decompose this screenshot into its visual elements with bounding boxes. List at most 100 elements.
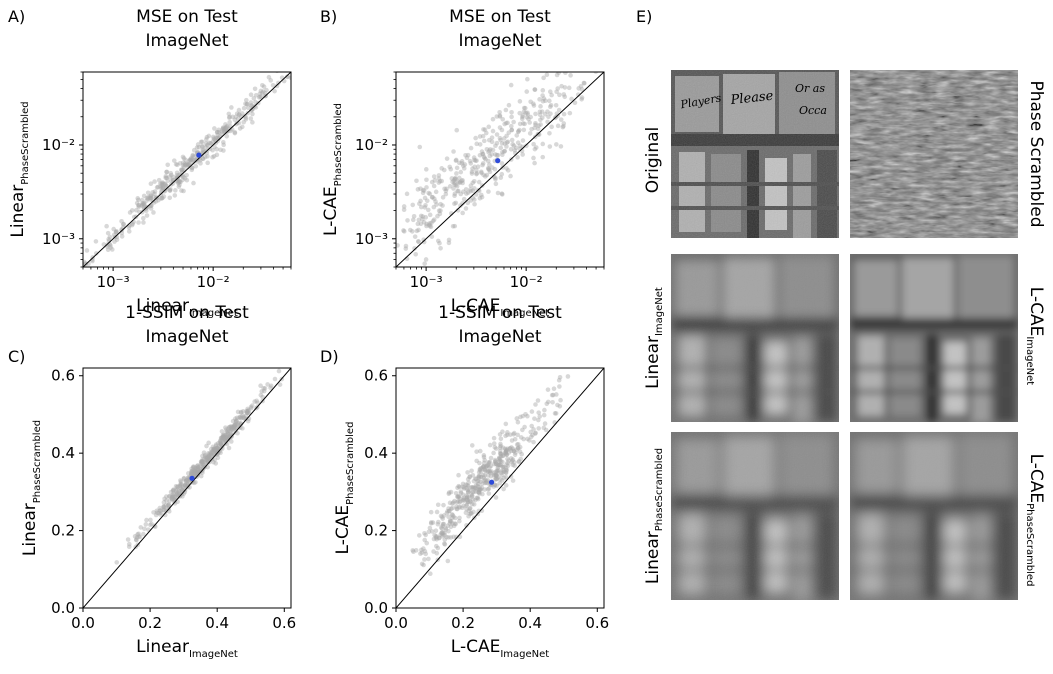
scatter-point xyxy=(250,120,255,125)
scatter-point xyxy=(220,446,225,451)
scatter-point xyxy=(475,495,481,501)
scatter-point xyxy=(537,414,543,419)
scatter-point xyxy=(555,86,561,91)
scatter-point xyxy=(536,417,541,423)
scatter-point xyxy=(484,463,490,469)
scatter-point xyxy=(206,140,212,146)
scatter-point xyxy=(487,147,493,152)
scatter-point xyxy=(537,97,542,102)
scatter-point xyxy=(481,475,487,480)
scatter-point xyxy=(493,461,499,467)
scatter-point xyxy=(597,41,602,46)
scatter-point xyxy=(471,502,477,507)
scatter-point xyxy=(192,154,197,159)
sign-text-2: Please xyxy=(729,89,774,109)
scatter-point xyxy=(204,137,209,142)
scatter-point xyxy=(212,452,217,457)
scatter-point xyxy=(478,169,484,175)
scatter-point xyxy=(198,161,203,166)
scatter-point xyxy=(429,529,435,534)
scatter-point xyxy=(214,146,220,152)
scatter-point xyxy=(414,178,419,184)
scatter-point xyxy=(451,534,456,540)
scatter-point xyxy=(454,534,459,540)
scatter-point xyxy=(458,490,464,496)
scatter-point xyxy=(444,156,450,161)
scatter-point xyxy=(503,474,509,480)
scatter-point xyxy=(493,469,499,475)
scatter-point xyxy=(499,468,505,474)
scatter-point xyxy=(457,518,462,524)
scatter-point xyxy=(164,169,169,175)
scatter-point xyxy=(508,82,514,88)
scatter-point xyxy=(439,530,445,535)
scatter-point xyxy=(532,87,538,92)
scatter-point xyxy=(204,455,209,461)
scatter-point xyxy=(162,496,167,502)
scatter-point xyxy=(202,149,207,155)
scatter-point xyxy=(191,465,196,471)
scatter-point xyxy=(508,173,513,179)
scatter-point xyxy=(470,166,475,171)
scatter-point xyxy=(236,107,242,113)
scatter-point xyxy=(224,123,230,129)
scatter-point xyxy=(533,145,539,150)
scatter-point xyxy=(220,434,226,439)
scatter-point xyxy=(129,222,135,228)
panel-e: E) Players Please Or as Occa xyxy=(636,7,1046,600)
x-tick-label: 0.6 xyxy=(585,614,609,632)
scatter-point xyxy=(442,542,448,547)
scatter-point xyxy=(221,432,227,438)
scatter-point xyxy=(446,528,451,534)
scatter-point xyxy=(486,137,492,143)
scatter-point xyxy=(245,408,250,414)
scatter-point xyxy=(527,438,532,443)
scatter-point xyxy=(439,178,445,184)
scatter-point xyxy=(556,107,562,113)
scatter-point xyxy=(519,116,525,122)
scatter-point xyxy=(440,195,446,200)
scatter-point xyxy=(200,144,205,150)
scatter-point xyxy=(192,468,198,474)
scatter-point xyxy=(190,158,196,163)
scatter-point xyxy=(442,186,447,192)
scatter-point xyxy=(243,101,248,107)
scatter-point xyxy=(178,478,183,483)
x-tick-label: 10⁻² xyxy=(197,273,230,291)
scatter-point xyxy=(184,478,189,483)
scatter-point xyxy=(145,196,151,202)
sign-text-3: Or as xyxy=(795,82,825,95)
scatter-point xyxy=(223,124,229,130)
scatter-point xyxy=(471,197,477,202)
panel-b: B) MSE on TestImageNet10⁻³10⁻³10⁻²10⁻²L-C… xyxy=(320,7,605,319)
scatter-point xyxy=(171,497,177,502)
scatter-point xyxy=(170,496,175,502)
scatter-point xyxy=(442,537,448,542)
scatter-point xyxy=(549,124,554,130)
scatter-point xyxy=(579,96,584,102)
scatter-point xyxy=(204,454,209,460)
scatter-point xyxy=(178,179,183,185)
scatter-point xyxy=(423,551,429,557)
scatter-point xyxy=(212,447,218,452)
scatter-point xyxy=(208,141,214,146)
scatter-point xyxy=(473,476,479,481)
scatter-point xyxy=(512,463,517,468)
scatter-point xyxy=(438,208,443,213)
scatter-point xyxy=(509,127,515,133)
scatter-point xyxy=(474,486,480,492)
scatter-point xyxy=(504,452,510,458)
scatter-point xyxy=(498,453,504,459)
scatter-point xyxy=(469,485,475,490)
scatter-point xyxy=(440,532,445,537)
scatter-point xyxy=(172,495,177,500)
scatter-point xyxy=(216,127,221,133)
scatter-point xyxy=(417,144,423,150)
scatter-point xyxy=(411,213,417,219)
scatter-point xyxy=(412,246,417,251)
scatter-point xyxy=(479,485,485,491)
scatter-point xyxy=(221,434,227,439)
scatter-point xyxy=(440,523,446,529)
scatter-point xyxy=(244,101,250,107)
scatter-point xyxy=(418,186,423,191)
